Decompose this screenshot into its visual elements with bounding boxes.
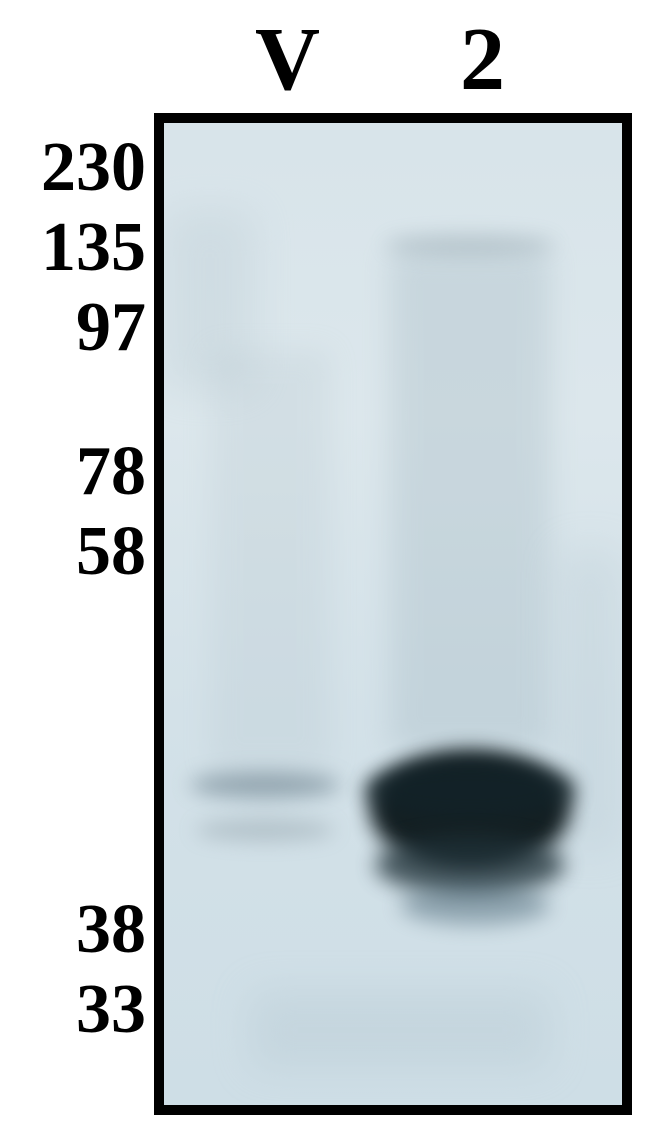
mw-label-230: 230 (0, 128, 146, 208)
membrane-noise (250, 990, 550, 1070)
membrane-noise (165, 210, 255, 390)
blot-membrane (164, 123, 622, 1105)
mw-label-97: 97 (0, 288, 146, 368)
band (190, 772, 340, 798)
band (195, 819, 335, 841)
blot-frame (154, 113, 632, 1115)
lane-smear (210, 350, 330, 770)
band (385, 235, 555, 255)
mw-label-135: 135 (0, 208, 146, 288)
mw-label-78: 78 (0, 432, 146, 512)
lane-smear (390, 250, 550, 750)
mw-label-33: 33 (0, 970, 146, 1050)
band (400, 885, 550, 925)
lane-label-2: 2 (460, 8, 505, 111)
mw-label-58: 58 (0, 512, 146, 592)
lane-label-V: V (255, 8, 320, 111)
band (365, 760, 575, 820)
figure-container: V 2 230 135 97 78 58 38 33 (0, 0, 650, 1132)
mw-label-38: 38 (0, 890, 146, 970)
